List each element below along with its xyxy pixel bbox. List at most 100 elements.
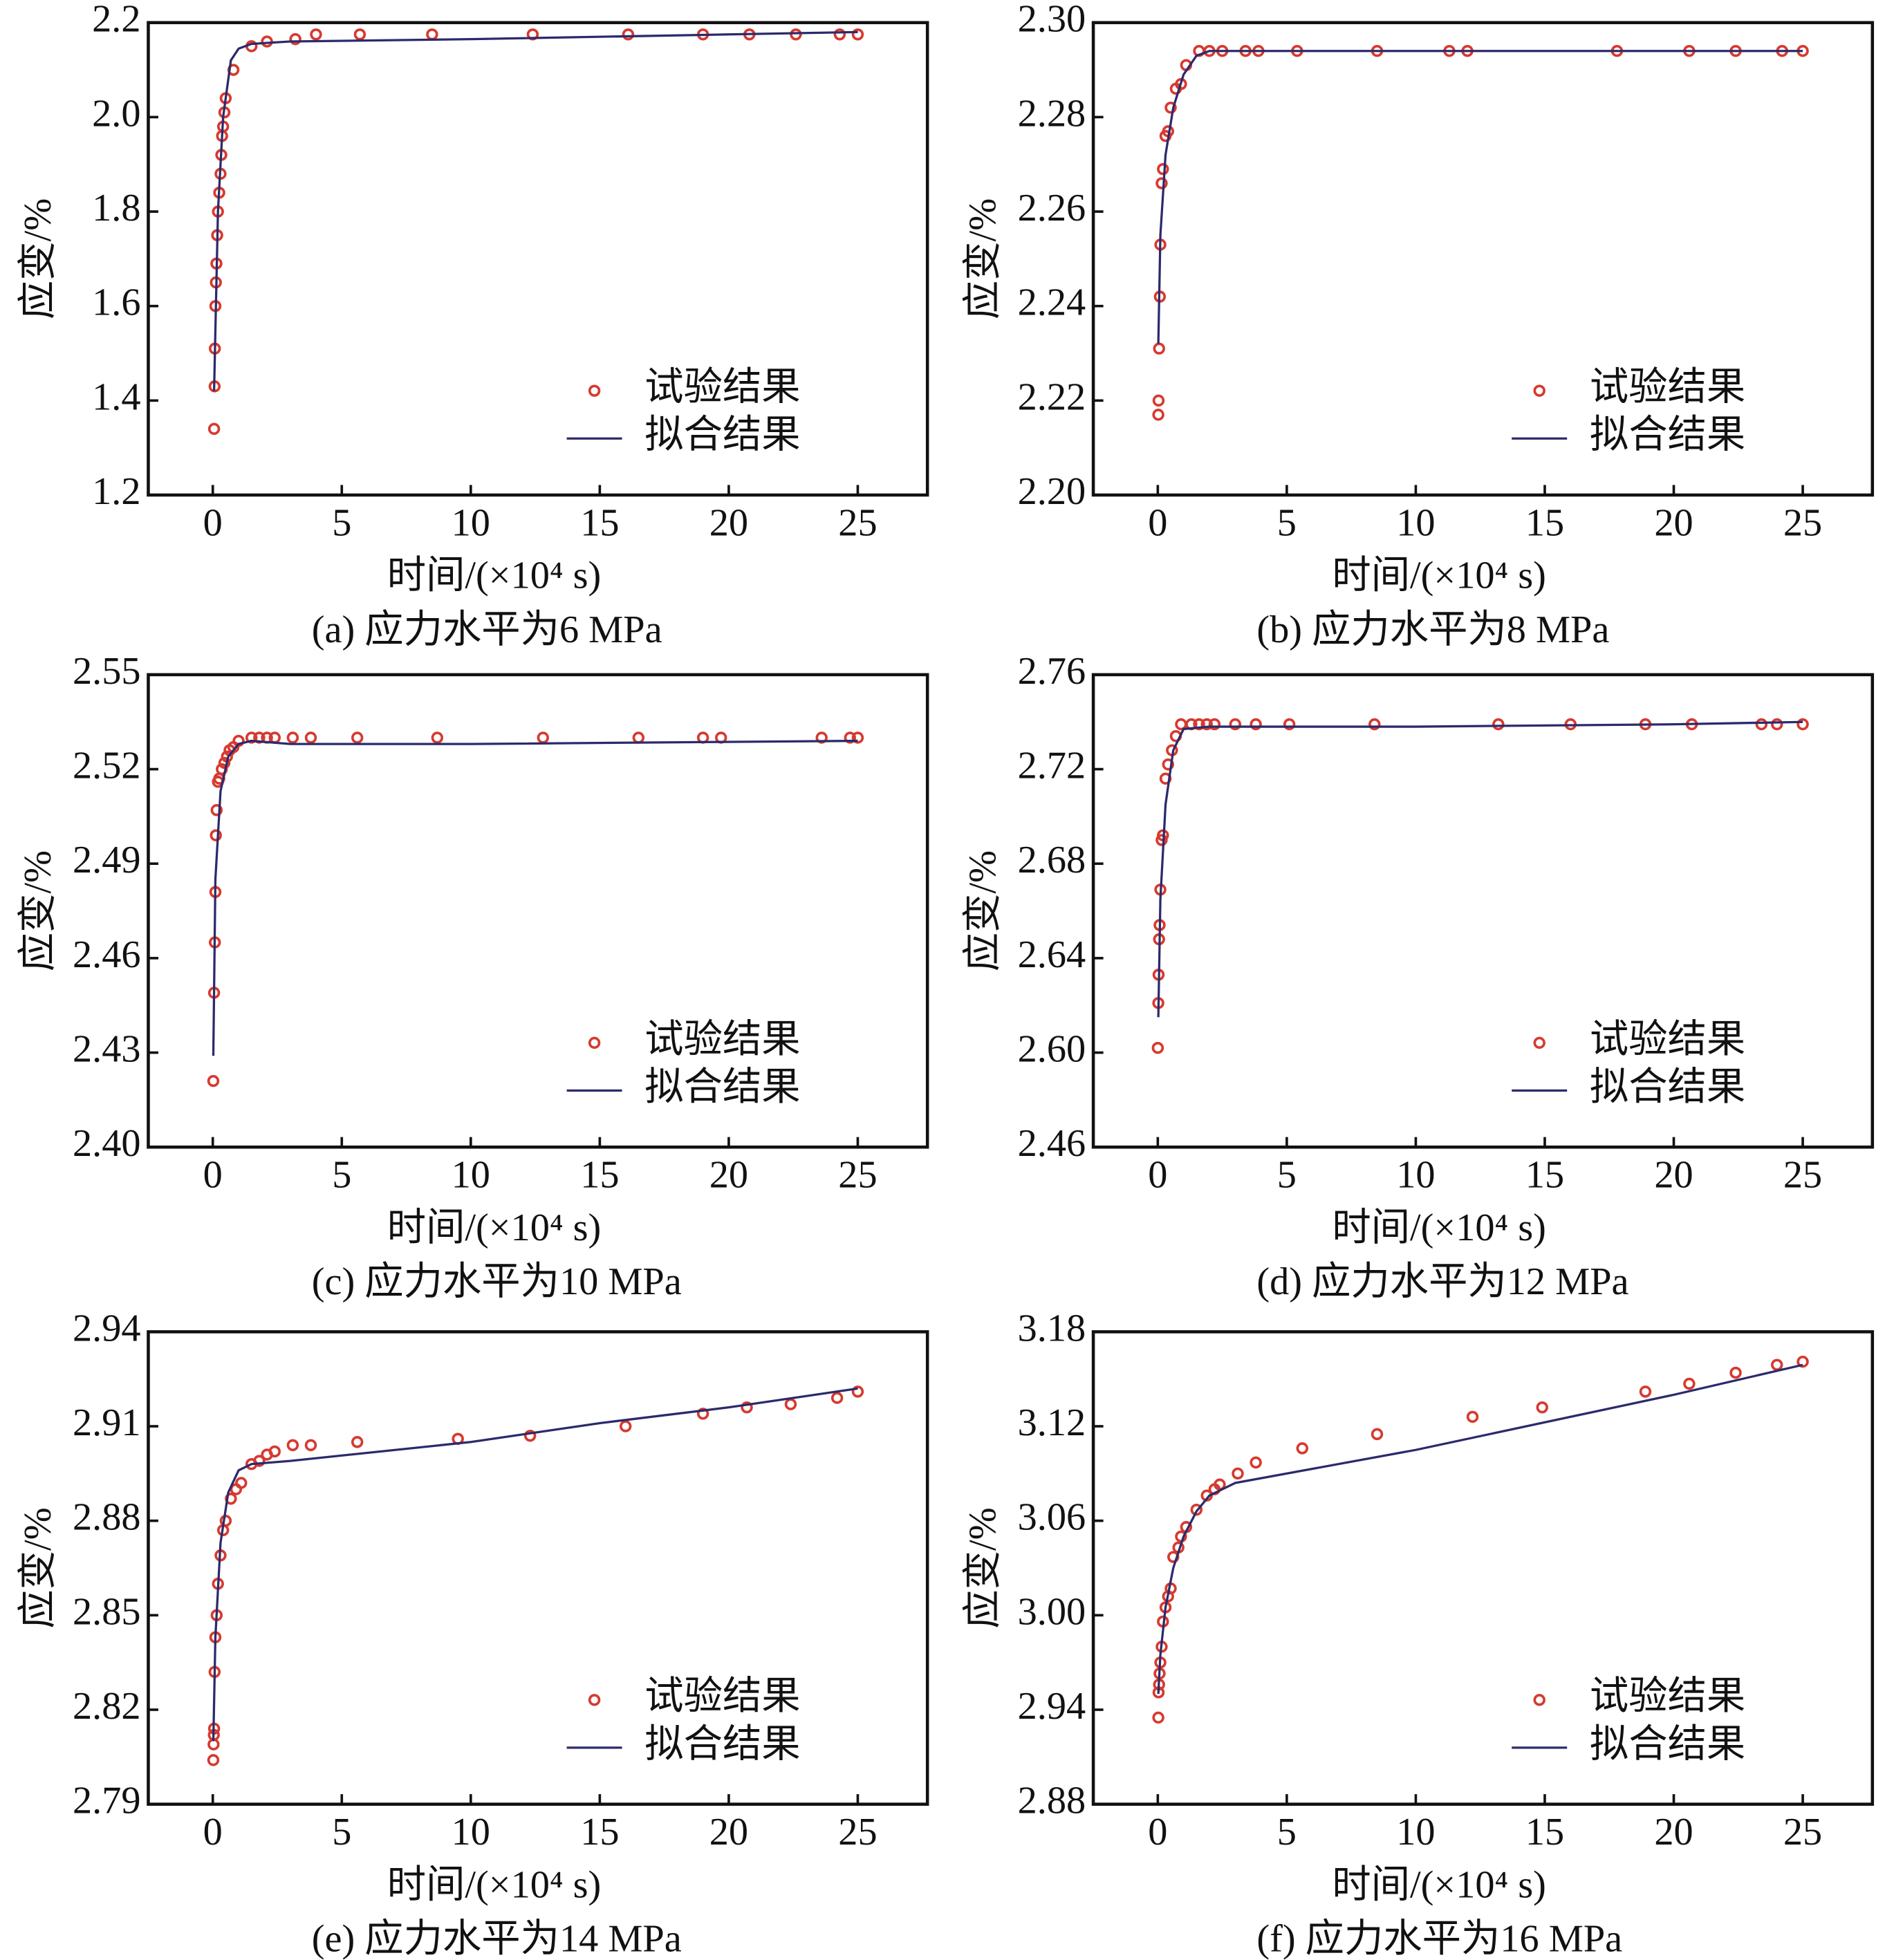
legend-marker: [1533, 384, 1545, 397]
x-tick-label: 25: [838, 1811, 877, 1854]
x-tick-label: 10: [452, 1811, 490, 1854]
x-tick-label: 20: [1654, 1154, 1693, 1197]
data-point: [1296, 1442, 1309, 1455]
x-tick-label: 5: [332, 1811, 351, 1854]
x-tick-label: 10: [1396, 1811, 1435, 1854]
y-axis-label: 应变/%: [17, 198, 59, 319]
data-point: [1729, 1366, 1742, 1379]
data-point: [1492, 718, 1505, 731]
data-point: [1368, 718, 1381, 731]
x-tick-label: 10: [1396, 1154, 1435, 1197]
data-point: [207, 1754, 220, 1766]
data-point: [1250, 718, 1262, 731]
data-point: [1162, 758, 1174, 771]
data-point: [1152, 409, 1164, 421]
plot-marks: [207, 28, 864, 436]
y-tick-label: 2.43: [73, 1027, 141, 1070]
data-point: [426, 28, 438, 41]
y-tick-label: 2.79: [73, 1780, 141, 1822]
x-axis-label: 时间/(×10⁴ s): [1332, 554, 1546, 597]
x-tick-label: 5: [332, 501, 351, 544]
plot-frame: [147, 21, 929, 497]
data-point: [790, 28, 802, 41]
data-point: [833, 28, 846, 41]
panel: 1.2 1.4 1.6 1.8 2.0 2.2 0 5 10 15 20 25 时间/(×10⁴ s) 应…: [17, 0, 929, 651]
plot-frame: [1091, 21, 1875, 497]
x-tick-label: 20: [709, 1811, 748, 1854]
panel: 2.46 2.60 2.64 2.68 2.72 2.76 0 5 10 15 20 25 时间/(×1…: [962, 650, 1875, 1303]
data-point: [696, 1408, 709, 1420]
legend-label: 拟合结果: [644, 413, 800, 456]
legend-marker: [588, 384, 601, 397]
data-point: [1771, 1359, 1783, 1371]
x-tick-label: 25: [1783, 1811, 1822, 1854]
data-point: [1164, 101, 1177, 114]
data-point: [351, 1436, 364, 1448]
legend-label: 拟合结果: [1590, 1065, 1745, 1108]
data-point: [1232, 1467, 1244, 1480]
y-tick-label: 2.85: [73, 1590, 141, 1633]
x-tick-label: 10: [452, 1154, 490, 1197]
data-point: [235, 1477, 248, 1489]
y-tick-label: 1.2: [92, 470, 140, 513]
panel-caption: (a) 应力水平为6 MPa: [312, 608, 662, 651]
data-point: [523, 1429, 537, 1442]
y-tick-label: 3.00: [1018, 1590, 1086, 1633]
legend-label: 拟合结果: [644, 1723, 800, 1766]
x-tick-label: 20: [709, 501, 748, 544]
y-tick-label: 2.64: [1018, 933, 1086, 976]
y-tick-label: 2.60: [1018, 1027, 1086, 1070]
data-point: [1536, 1401, 1548, 1414]
y-tick-label: 2.82: [73, 1685, 141, 1728]
data-point: [1796, 718, 1809, 731]
y-tick-label: 2.46: [1018, 1122, 1086, 1165]
data-point: [632, 731, 645, 744]
panel-caption: (d) 应力水平为12 MPa: [1256, 1260, 1628, 1303]
data-point: [1155, 177, 1168, 189]
data-point: [619, 1420, 632, 1432]
data-point: [310, 28, 322, 41]
panel-caption: (f) 应力水平为16 MPa: [1256, 1917, 1622, 1960]
y-tick-label: 1.6: [92, 281, 140, 324]
panel: 2.20 2.22 2.24 2.26 2.28 2.30 0 5 10 15 20 25 时间/(×1…: [962, 0, 1875, 651]
x-tick-label: 25: [838, 501, 877, 544]
data-point: [1152, 1711, 1164, 1724]
data-point: [1152, 394, 1165, 407]
data-point: [210, 829, 222, 841]
x-axis-label: 时间/(×10⁴ s): [387, 1206, 602, 1249]
y-tick-label: 2.24: [1018, 281, 1086, 324]
fit-line: [1157, 1363, 1803, 1695]
x-tick-label: 15: [580, 1811, 619, 1854]
y-axis-label: 应变/%: [962, 850, 1005, 971]
legend-label: 试验结果: [1590, 1018, 1745, 1061]
y-tick-label: 2.52: [73, 744, 141, 787]
y-tick-label: 2.94: [73, 1307, 141, 1350]
data-point: [207, 422, 221, 436]
x-tick-label: 5: [1277, 501, 1297, 544]
x-tick-label: 25: [1783, 1154, 1822, 1197]
data-point: [1208, 718, 1221, 731]
x-tick-label: 20: [709, 1154, 748, 1197]
y-tick-label: 3.12: [1018, 1401, 1086, 1444]
y-axis-label: 应变/%: [17, 1507, 59, 1628]
data-point: [1175, 718, 1187, 731]
y-tick-label: 2.94: [1018, 1685, 1086, 1728]
x-tick-label: 15: [1525, 501, 1564, 544]
panel-caption: (b) 应力水平为8 MPa: [1256, 608, 1609, 651]
x-tick-label: 0: [203, 501, 223, 544]
data-point: [1190, 1504, 1203, 1516]
legend-label: 试验结果: [644, 366, 800, 409]
x-tick-label: 10: [452, 501, 490, 544]
data-point: [210, 804, 223, 816]
data-point: [253, 1455, 266, 1467]
panel-caption: (e) 应力水平为14 MPa: [312, 1917, 682, 1960]
data-point: [268, 1445, 281, 1458]
data-point: [207, 1074, 220, 1088]
data-point: [286, 1439, 299, 1452]
fit-line: [1157, 720, 1803, 1018]
y-tick-label: 2.2: [92, 0, 140, 41]
plot-marks: [207, 1385, 864, 1766]
legend-label: 拟合结果: [1590, 413, 1745, 456]
plot-marks: [1152, 1355, 1809, 1724]
